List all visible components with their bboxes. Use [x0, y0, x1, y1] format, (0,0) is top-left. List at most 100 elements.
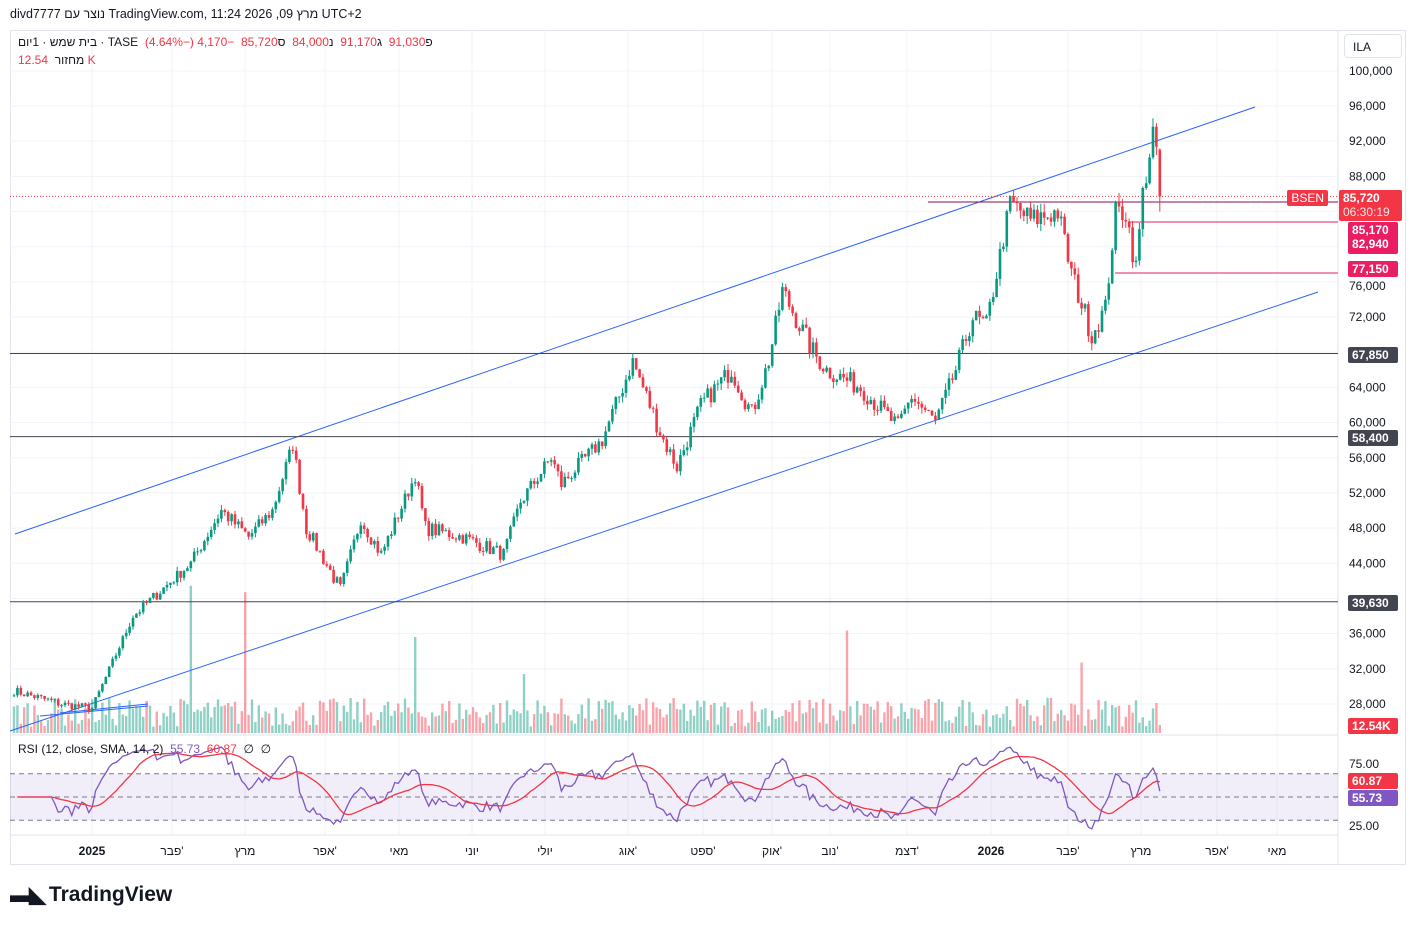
- volume-bar: [978, 725, 981, 733]
- volume-bar: [448, 701, 451, 733]
- volume-bar: [349, 698, 352, 733]
- volume-bar: [291, 721, 294, 733]
- candle: [957, 349, 961, 371]
- close-label: ס: [277, 35, 286, 49]
- volume-bar: [1009, 719, 1012, 733]
- candle: [288, 449, 291, 463]
- time-tick: יוני: [465, 844, 479, 858]
- volume-bar: [1012, 726, 1015, 733]
- candle: [852, 372, 856, 393]
- candle: [641, 377, 645, 388]
- volume-bar: [118, 702, 121, 733]
- candle: [713, 384, 716, 403]
- candle: [458, 535, 461, 540]
- candle: [1090, 336, 1094, 344]
- candle: [145, 601, 148, 603]
- volume-bar: [862, 703, 866, 733]
- candle: [716, 383, 720, 385]
- volume-bar: [988, 726, 991, 733]
- candle: [1053, 210, 1056, 222]
- volume-bar: [975, 724, 978, 733]
- candle: [791, 306, 794, 314]
- volume-bar: [832, 715, 835, 733]
- volume-bar: [716, 724, 719, 733]
- volume-bar: [662, 717, 665, 733]
- price-tick: 60,000: [1349, 416, 1386, 430]
- currency-button[interactable]: ILA: [1344, 34, 1402, 58]
- bar-countdown: 06:30:19: [1343, 205, 1390, 219]
- volume-bar: [767, 726, 770, 733]
- candle: [927, 409, 930, 411]
- time-tick: פבר': [160, 844, 183, 858]
- volume-bar: [169, 705, 172, 733]
- candle: [1127, 221, 1131, 228]
- candle: [1008, 196, 1012, 212]
- volume-bar: [703, 700, 706, 733]
- candle: [505, 538, 509, 549]
- candle: [339, 577, 342, 584]
- channel-lower: [9, 291, 1319, 732]
- candle: [808, 327, 811, 354]
- candle: [417, 482, 420, 487]
- candle: [883, 400, 886, 408]
- candle: [706, 388, 709, 398]
- candle: [243, 528, 247, 532]
- candle: [900, 413, 903, 418]
- candle: [369, 537, 373, 545]
- rsi-title[interactable]: RSI (12, close, SMA, 14, 2): [18, 742, 164, 756]
- tradingview-logo[interactable]: ▬◣ TradingView: [10, 882, 172, 908]
- candle: [318, 550, 322, 552]
- candle: [352, 539, 356, 550]
- candle: [906, 402, 910, 409]
- volume-bar: [213, 706, 216, 733]
- volume-bar: [944, 721, 947, 733]
- volume-bar: [257, 705, 260, 733]
- volume-bar: [366, 714, 369, 733]
- volume-bar: [420, 716, 424, 733]
- volume-bar: [94, 722, 97, 733]
- volume-bar: [638, 703, 641, 733]
- volume-bar: [893, 718, 896, 733]
- symbol-info[interactable]: בית שמש · 1יום · TASE: [18, 35, 139, 49]
- candle: [587, 448, 590, 457]
- candle: [560, 471, 563, 487]
- volume-bar: [648, 724, 651, 733]
- volume-bar: [346, 711, 349, 733]
- price-tick: 28,000: [1349, 697, 1386, 711]
- candle: [689, 426, 692, 448]
- volume-bar: [46, 720, 50, 733]
- volume-bar: [808, 700, 811, 733]
- volume-bar: [1032, 720, 1036, 733]
- candle: [968, 336, 971, 342]
- candle: [1144, 183, 1148, 188]
- volume-bar: [162, 712, 165, 733]
- volume-bar: [584, 718, 587, 733]
- price-tick: 100,000: [1349, 64, 1393, 78]
- candle: [67, 702, 70, 704]
- volume-bar: [726, 707, 730, 733]
- volume-bar: [852, 723, 855, 733]
- volume-bar: [995, 714, 998, 733]
- candle: [940, 397, 944, 410]
- time-tick: אפר': [1205, 844, 1229, 858]
- candle: [869, 399, 873, 405]
- volume-bar: [941, 701, 944, 733]
- volume-bar: [937, 699, 940, 733]
- rsi-extra2: ∅: [260, 742, 272, 756]
- volume-bar: [267, 713, 271, 733]
- volume-bar: [546, 712, 549, 733]
- volume-bar: [33, 705, 36, 733]
- candle: [665, 439, 669, 453]
- level-67850: 67,850: [1348, 347, 1398, 363]
- volume-bar: [573, 723, 577, 733]
- volume-bar: [720, 706, 723, 733]
- candle: [471, 536, 475, 539]
- candle: [1121, 206, 1124, 220]
- volume-bar: [465, 709, 468, 733]
- candle: [400, 508, 403, 519]
- volume-bar: [1019, 703, 1022, 733]
- candle: [893, 416, 896, 422]
- volume-bar: [271, 725, 274, 733]
- candle: [930, 410, 934, 416]
